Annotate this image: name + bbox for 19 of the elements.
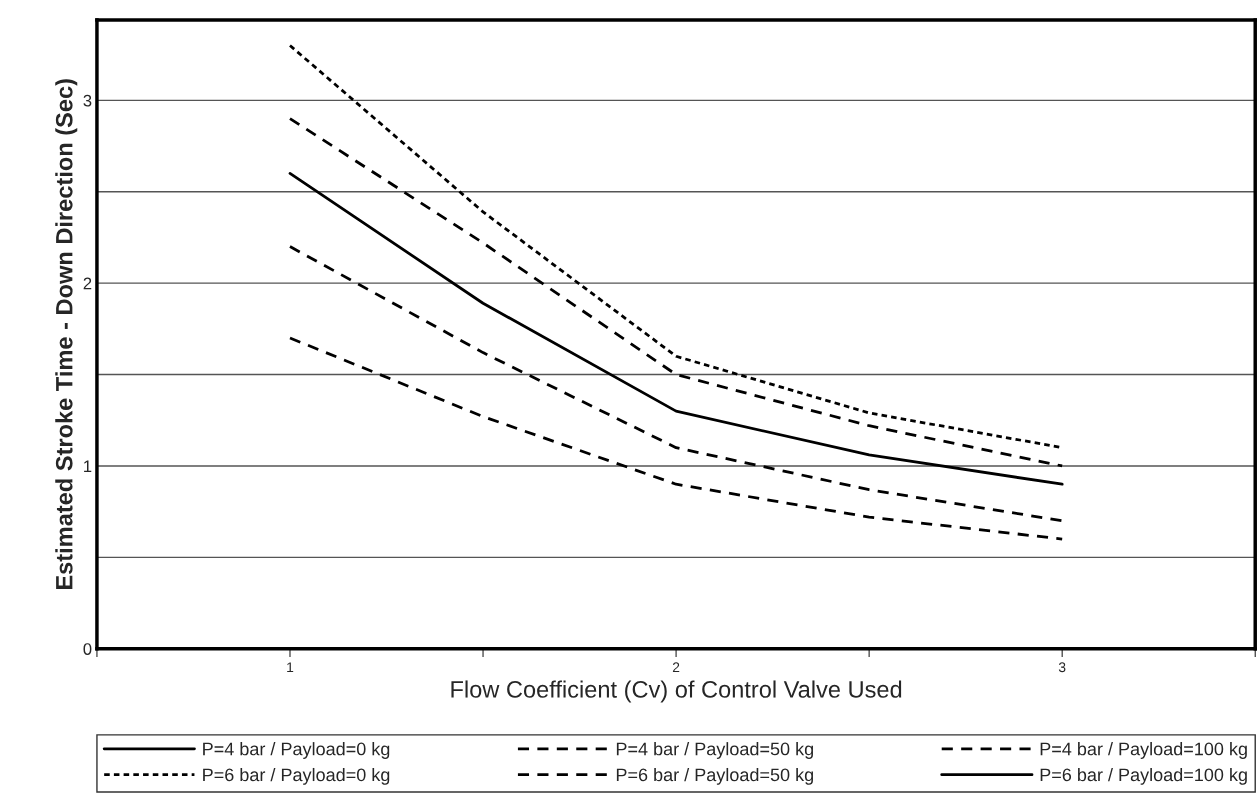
line-series	[288, 336, 1064, 541]
y-tick-label: 1	[84, 460, 92, 472]
legend-label: P=6 bar / Payload=0 kg	[203, 767, 390, 785]
legend-label: P=6 bar / Payload=50 kg	[616, 767, 814, 785]
legend-label: P=4 bar / Payload=50 kg	[616, 742, 814, 759]
y-tick-label: 2	[83, 277, 92, 290]
y-tick-label: 3	[83, 94, 92, 107]
legend-label: P=4 bar / Payload=100 kg	[1040, 742, 1247, 759]
y-tick-label: 0	[83, 643, 92, 655]
legend-label: P=6 bar / Payload=100 kg	[1040, 767, 1247, 785]
line-series	[288, 245, 1064, 523]
line-series	[288, 172, 1064, 486]
y-axis-title: Estimated Stroke Time - Down Direction (Sec)	[55, 79, 78, 590]
x-tick-label: 1	[287, 662, 294, 672]
legend-label: P=4 bar / Payload=0 kg	[203, 742, 390, 759]
x-tick-label: 2	[672, 662, 680, 672]
x-axis-title: Flow Coefficient (Cv) of Control Valve Used	[451, 680, 902, 703]
x-tick-label: 3	[1058, 662, 1066, 673]
line-series	[288, 117, 1064, 468]
